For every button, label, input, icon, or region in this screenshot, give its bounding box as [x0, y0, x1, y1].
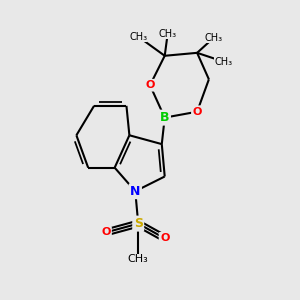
Text: O: O	[145, 80, 155, 90]
Text: S: S	[134, 217, 143, 230]
Text: N: N	[130, 185, 140, 198]
Text: CH₃: CH₃	[129, 32, 147, 42]
Text: CH₃: CH₃	[159, 29, 177, 39]
Text: CH₃: CH₃	[204, 33, 222, 43]
Text: O: O	[101, 227, 110, 237]
Text: CH₃: CH₃	[128, 254, 148, 264]
Text: B: B	[160, 111, 169, 124]
Text: O: O	[192, 107, 202, 117]
Text: CH₃: CH₃	[214, 57, 233, 67]
Text: O: O	[160, 233, 169, 243]
